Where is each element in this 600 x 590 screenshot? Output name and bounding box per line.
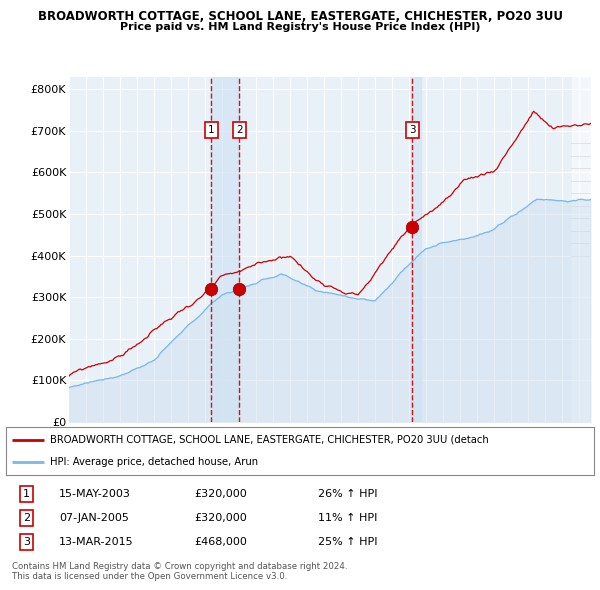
- Text: 07-JAN-2005: 07-JAN-2005: [59, 513, 129, 523]
- Bar: [410, 77, 421, 422]
- Text: 3: 3: [409, 125, 416, 135]
- Text: BROADWORTH COTTAGE, SCHOOL LANE, EASTERGATE, CHICHESTER, PO20 3UU (detach: BROADWORTH COTTAGE, SCHOOL LANE, EASTERG…: [50, 435, 489, 445]
- Text: 3: 3: [23, 537, 30, 546]
- Text: BROADWORTH COTTAGE, SCHOOL LANE, EASTERGATE, CHICHESTER, PO20 3UU: BROADWORTH COTTAGE, SCHOOL LANE, EASTERG…: [37, 10, 563, 23]
- Text: Price paid vs. HM Land Registry's House Price Index (HPI): Price paid vs. HM Land Registry's House …: [120, 22, 480, 32]
- Text: Contains HM Land Registry data © Crown copyright and database right 2024.: Contains HM Land Registry data © Crown c…: [12, 562, 347, 571]
- Text: 2: 2: [23, 513, 30, 523]
- Text: 25% ↑ HPI: 25% ↑ HPI: [317, 537, 377, 546]
- Text: 15-MAY-2003: 15-MAY-2003: [59, 489, 131, 499]
- Text: HPI: Average price, detached house, Arun: HPI: Average price, detached house, Arun: [50, 457, 258, 467]
- Text: £320,000: £320,000: [194, 489, 247, 499]
- Text: 1: 1: [208, 125, 215, 135]
- Text: 1: 1: [23, 489, 30, 499]
- Bar: [211, 77, 239, 422]
- Text: 2: 2: [236, 125, 242, 135]
- Text: 26% ↑ HPI: 26% ↑ HPI: [317, 489, 377, 499]
- Text: 13-MAR-2015: 13-MAR-2015: [59, 537, 134, 546]
- Text: £320,000: £320,000: [194, 513, 247, 523]
- Text: 11% ↑ HPI: 11% ↑ HPI: [317, 513, 377, 523]
- Text: £468,000: £468,000: [194, 537, 247, 546]
- Text: This data is licensed under the Open Government Licence v3.0.: This data is licensed under the Open Gov…: [12, 572, 287, 581]
